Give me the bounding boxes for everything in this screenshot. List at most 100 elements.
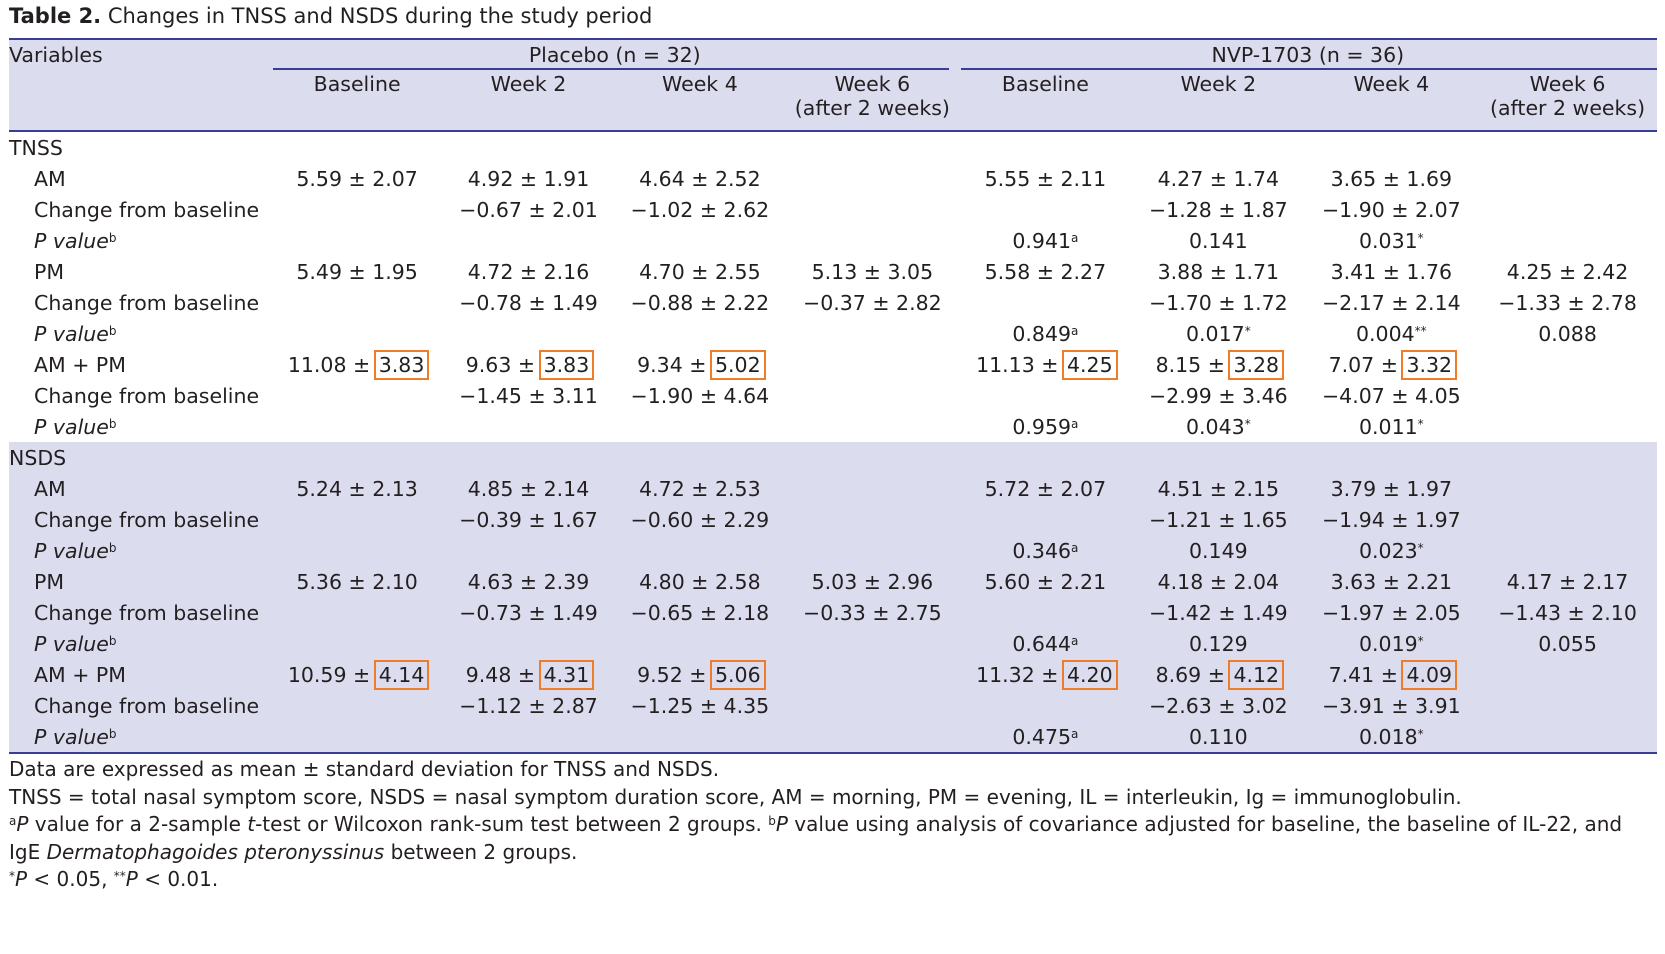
cell-value: −1.33 ± 2.78	[1498, 290, 1637, 315]
table-cell	[271, 225, 443, 256]
row-label: P valueb	[9, 318, 271, 349]
table-cell	[271, 504, 443, 535]
cell-mean: 7.07	[1328, 352, 1375, 377]
table-row: Change from baseline −0.73 ± 1.49 −0.65 ± …	[9, 597, 1657, 628]
table-cell	[443, 442, 613, 473]
table-cell: 0.043*	[1132, 411, 1304, 442]
table-cell	[443, 628, 613, 659]
section-label: TNSS	[9, 135, 63, 160]
table-cell: 0.941a	[959, 225, 1133, 256]
table-cell: 5.49 ± 1.95	[271, 256, 443, 287]
results-table: Variables Placebo (n = 32) NVP-1703 (n =…	[9, 38, 1657, 754]
table-row: PM 5.36 ± 2.10 4.63 ± 2.39 4.80 ± 2.58 5.03 …	[9, 566, 1657, 597]
table-cell	[443, 535, 613, 566]
cell-value: −0.65 ± 2.18	[630, 600, 770, 625]
header-group-nvp: NVP-1703 (n = 36)	[959, 39, 1657, 70]
cell-value: 3.88 ± 1.71	[1157, 259, 1280, 284]
column-header-label: Baseline	[1001, 72, 1089, 96]
cell-superscript: a	[1071, 726, 1079, 741]
column-header-label: Week 6	[1529, 72, 1606, 96]
table-cell: −1.28 ± 1.87	[1132, 194, 1304, 225]
table-cell: −2.63 ± 3.02	[1132, 690, 1304, 721]
section-nsds: NSDS AM 5.24 ± 2.13 4.85 ± 2.14 4.72 ± 2.53 5…	[9, 442, 1657, 753]
cell-mean: 11.13	[976, 352, 1035, 377]
table-cell	[786, 659, 959, 690]
footnote-text: < 0.05,	[27, 867, 114, 891]
table-cell: 0.023*	[1305, 535, 1479, 566]
cell-mean: 9.48	[465, 662, 512, 687]
table-cell	[1478, 411, 1657, 442]
table-row: Change from baseline −1.12 ± 2.87 −1.25 ± …	[9, 690, 1657, 721]
column-header: Week 6 (after 2 weeks)	[786, 70, 959, 131]
cell-value: 4.27 ± 1.74	[1157, 166, 1280, 191]
cell-mean: 11.08	[287, 352, 347, 377]
row-label-text: AM + PM	[34, 352, 126, 377]
table-row: P valueb 0.644a 0.129 0.019* 0.055	[9, 628, 1657, 659]
column-header-label: Week 2	[490, 72, 567, 96]
cell-mean: 8.69	[1155, 662, 1202, 687]
table-cell: 4.25 ± 2.42	[1478, 256, 1657, 287]
cell-value: 4.70 ± 2.55	[639, 259, 761, 284]
table-cell: 0.055	[1478, 628, 1657, 659]
table-cell	[614, 721, 786, 753]
table-cell: −0.78 ± 1.49	[443, 287, 613, 318]
table-row: P valueb 0.475a 0.110 0.018*	[9, 721, 1657, 753]
row-label-text: Change from baseline	[34, 383, 260, 408]
row-label-text: AM	[34, 166, 66, 191]
table-cell: 5.59 ± 2.07	[271, 163, 443, 194]
cell-sd-highlight: 5.06	[710, 659, 766, 690]
column-header-row: Baseline Week 2 Week 4 Week 6 (after 2 weeks…	[9, 70, 1657, 131]
table-cell	[1478, 349, 1657, 380]
table-cell: −1.25 ± 4.35	[614, 690, 786, 721]
footnote-text: IgE	[9, 839, 47, 864]
cell-value: 3.65 ± 1.69	[1330, 166, 1453, 191]
table-cell: 10.59 ± 4.14	[287, 659, 430, 690]
cell-superscript: a	[1071, 230, 1079, 245]
row-label: P valueb	[9, 225, 271, 256]
footnote-mark-b: b	[108, 416, 117, 431]
cell-value: 5.55 ± 2.11	[984, 166, 1107, 191]
header-variables: Variables	[9, 43, 103, 67]
column-header: Week 6 (after 2 weeks)	[1478, 70, 1657, 131]
cell-superscript: a	[1071, 323, 1079, 338]
cell-value: −1.90 ± 2.07	[1321, 197, 1461, 222]
cell-value: 4.51 ± 2.15	[1157, 476, 1280, 501]
table-cell	[443, 411, 613, 442]
column-header: Week 2	[443, 70, 613, 131]
header-group-nvp-label: NVP-1703 (n = 36)	[1211, 43, 1405, 67]
table-cell	[1478, 163, 1657, 194]
row-label-text: Change from baseline	[34, 600, 260, 625]
row-label-text: PM	[34, 259, 65, 284]
table-cell	[271, 442, 443, 473]
table-cell: −1.70 ± 1.72	[1132, 287, 1304, 318]
table-cell	[959, 597, 1133, 628]
cell-value: −3.91 ± 3.91	[1321, 693, 1461, 718]
column-header: Week 4	[614, 70, 786, 131]
cell-value: 4.72 ± 2.16	[467, 259, 590, 284]
row-label: AM	[9, 163, 271, 194]
table-cell: −1.42 ± 1.49	[1132, 597, 1304, 628]
table-cell	[786, 442, 959, 473]
cell-value: 4.64 ± 2.52	[639, 166, 761, 191]
table-cell	[614, 628, 786, 659]
table-cell	[1478, 535, 1657, 566]
cell-mean: 7.41	[1328, 662, 1375, 687]
cell-value: 0.644	[1012, 631, 1072, 656]
table-cell	[959, 131, 1133, 163]
table-cell	[1132, 442, 1304, 473]
table-cell	[1478, 690, 1657, 721]
header-spacer	[9, 70, 271, 131]
table-cell	[786, 380, 959, 411]
footnote-2: TNSS = total nasal symptom score, NSDS =…	[9, 784, 1462, 809]
cell-sd-highlight: 4.12	[1228, 659, 1285, 690]
table-cell: −0.73 ± 1.49	[443, 597, 613, 628]
cell-mean: 8.15	[1155, 352, 1202, 377]
footnote-mark-b: b	[108, 633, 117, 648]
section-label: NSDS	[9, 445, 67, 470]
table-cell	[614, 442, 786, 473]
column-header: Baseline	[959, 70, 1133, 131]
table-cell	[786, 194, 959, 225]
cell-superscript: **	[1414, 323, 1427, 338]
cell-value: 0.849	[1012, 321, 1072, 346]
cell-mean: 10.59	[287, 662, 347, 687]
